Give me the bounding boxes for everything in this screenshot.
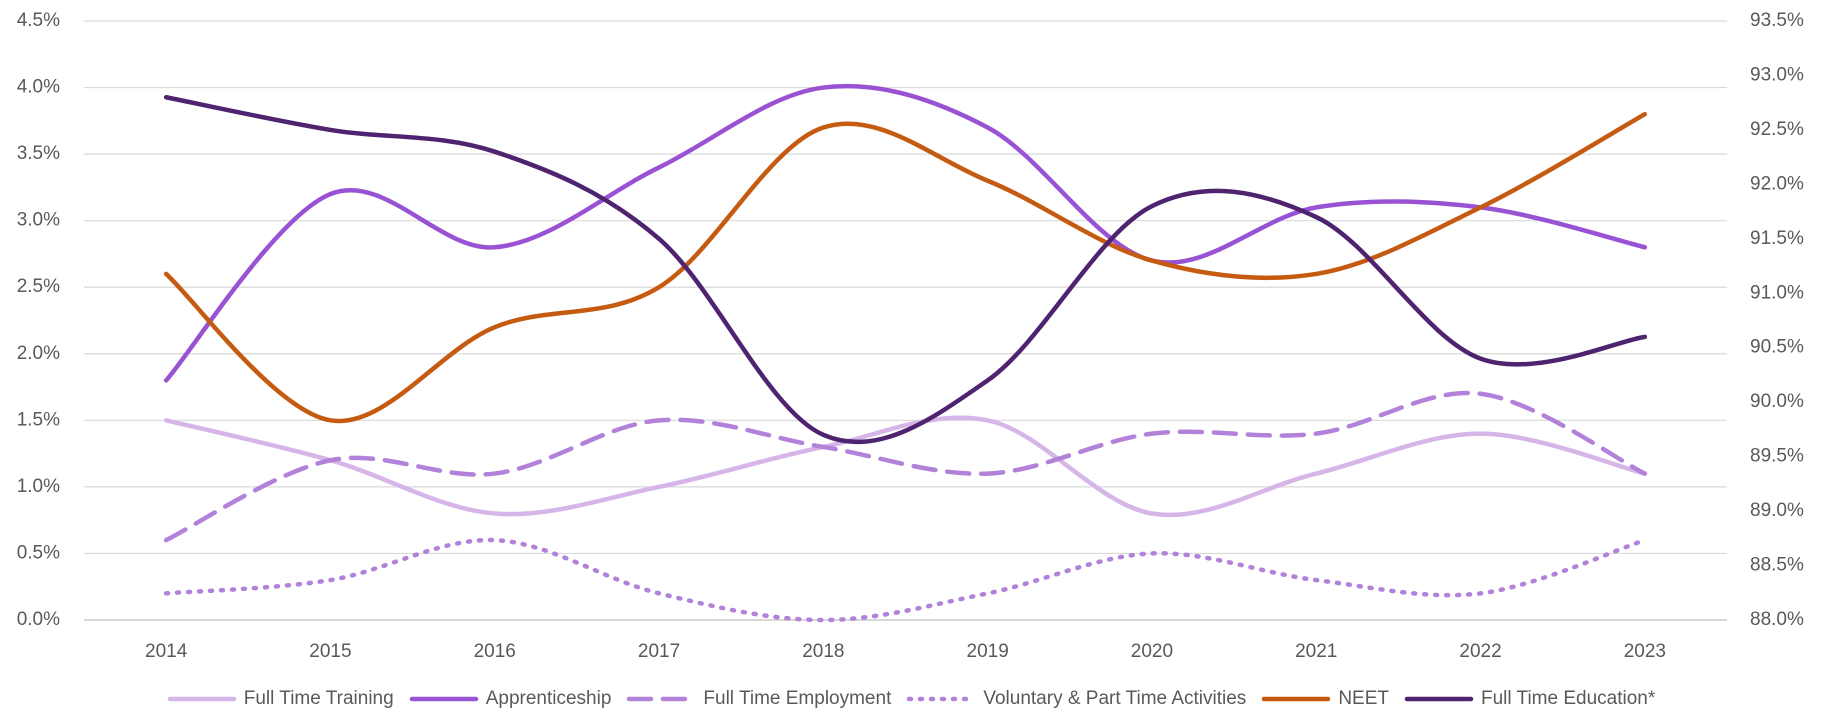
y-tick-label: 0.0% xyxy=(17,609,60,630)
y-tick-label: 1.5% xyxy=(17,409,60,430)
y-tick-label: 2.5% xyxy=(17,276,60,297)
y-tick-label: 4.5% xyxy=(17,10,60,31)
legend-item: Full Time Education* xyxy=(1403,688,1655,710)
legend: Full Time Training Apprenticeship Full Tim… xyxy=(0,688,1821,710)
legend-label: NEET xyxy=(1338,688,1389,709)
y2-tick-label: 88.5% xyxy=(1750,555,1804,576)
series-line xyxy=(163,94,1648,445)
series-line xyxy=(163,390,1648,543)
y2-tick-label: 88.0% xyxy=(1750,609,1804,630)
legend-swatch xyxy=(167,696,236,702)
legend-item: Voluntary & Part Time Activities xyxy=(905,688,1246,710)
y2-tick-label: 93.5% xyxy=(1750,10,1804,31)
y2-tick-label: 89.0% xyxy=(1750,500,1804,521)
x-tick-label: 2023 xyxy=(1624,641,1666,662)
y-tick-label: 3.5% xyxy=(17,143,60,164)
y2-tick-label: 89.5% xyxy=(1750,446,1804,467)
legend-item: Full Time Training xyxy=(166,688,394,710)
legend-swatch xyxy=(907,696,976,702)
y2-tick-label: 91.5% xyxy=(1750,228,1804,249)
legend-label: Full Time Education* xyxy=(1481,688,1656,709)
y-tick-label: 3.0% xyxy=(17,210,60,231)
x-tick-label: 2017 xyxy=(638,641,680,662)
y2-tick-label: 90.5% xyxy=(1750,337,1804,358)
series-line xyxy=(163,111,1648,424)
series-line xyxy=(163,537,1648,623)
x-tick-label: 2015 xyxy=(309,641,351,662)
y2-tick-label: 92.5% xyxy=(1750,119,1804,140)
x-tick-label: 2021 xyxy=(1295,641,1337,662)
series-line xyxy=(163,83,1648,383)
legend-label: Full Time Training xyxy=(243,688,394,709)
x-tick-label: 2019 xyxy=(967,641,1009,662)
y2-tick-label: 92.0% xyxy=(1750,173,1804,194)
chart: 0.0% 0.5% 1.0% 1.5% 2.0% 2.5% 3.0% 3.5% 4.0% 4.5%… xyxy=(17,10,1804,662)
y2-tick-label: 90.0% xyxy=(1750,391,1804,412)
y-tick-label: 1.0% xyxy=(17,476,60,497)
x-tick-label: 2020 xyxy=(1131,641,1173,662)
legend-label: Full Time Employment xyxy=(703,688,892,709)
legend-swatch xyxy=(1404,696,1474,702)
legend-item: NEET xyxy=(1260,688,1389,710)
x-tick-label: 2016 xyxy=(474,641,516,662)
legend-item: Full Time Employment xyxy=(625,688,891,710)
y-tick-label: 2.0% xyxy=(17,343,60,364)
x-tick-label: 2014 xyxy=(145,641,188,662)
y2-tick-label: 93.0% xyxy=(1750,64,1804,85)
legend-swatch xyxy=(1262,696,1331,702)
y2-tick-label: 91.0% xyxy=(1750,282,1804,303)
x-tick-label: 2022 xyxy=(1459,641,1501,662)
legend-swatch xyxy=(409,696,478,702)
y-tick-label: 0.5% xyxy=(17,542,60,563)
legend-swatch xyxy=(627,696,696,702)
x-tick-label: 2018 xyxy=(802,641,844,662)
legend-label: Apprenticeship xyxy=(485,688,612,709)
y-tick-label: 4.0% xyxy=(17,77,60,98)
legend-label: Voluntary & Part Time Activities xyxy=(983,688,1247,709)
legend-item: Apprenticeship xyxy=(408,688,612,710)
series-line xyxy=(163,415,1648,518)
